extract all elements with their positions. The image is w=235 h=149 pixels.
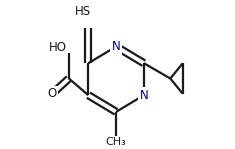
Text: N: N: [140, 89, 148, 102]
Text: O: O: [47, 87, 57, 100]
Text: HS: HS: [75, 5, 91, 18]
Text: HO: HO: [49, 41, 67, 54]
Text: CH₃: CH₃: [106, 137, 126, 147]
Text: N: N: [112, 40, 121, 53]
